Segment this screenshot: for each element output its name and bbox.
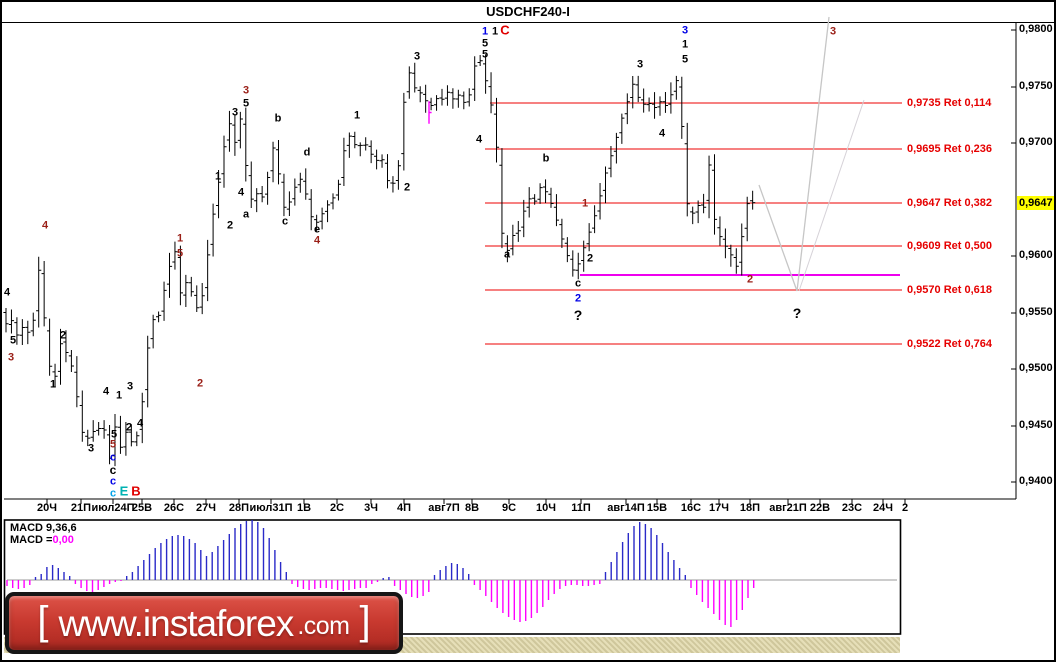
chart-title: USDCHF240-I <box>486 4 570 19</box>
macd-histogram-negative <box>6 580 755 627</box>
instaforex-watermark: [ www.instaforex .com ] <box>5 592 403 654</box>
current-price-tag: 0,9647 <box>1017 196 1054 210</box>
title-separator <box>2 22 1054 23</box>
macd-indicator-value: MACD =0,00 <box>10 534 74 546</box>
watermark-bracket-right: ] <box>359 599 371 643</box>
watermark-domain: www.instaforex <box>58 602 295 644</box>
macd-indicator-name: MACD 9,36,6 <box>10 522 77 534</box>
projection-line <box>796 16 830 292</box>
highlighted-bar <box>428 101 432 124</box>
macd-value-prefix: MACD = <box>10 534 53 546</box>
price-bars <box>5 54 754 467</box>
watermark-bracket-left: [ <box>37 599 49 643</box>
projection-line <box>798 99 865 292</box>
price-bar-open-close-ticks <box>3 60 756 459</box>
macd-value: 0,00 <box>52 534 74 546</box>
projection-line <box>758 184 798 292</box>
watermark-tld: .com <box>297 611 350 640</box>
macd-histogram-positive <box>34 520 686 580</box>
